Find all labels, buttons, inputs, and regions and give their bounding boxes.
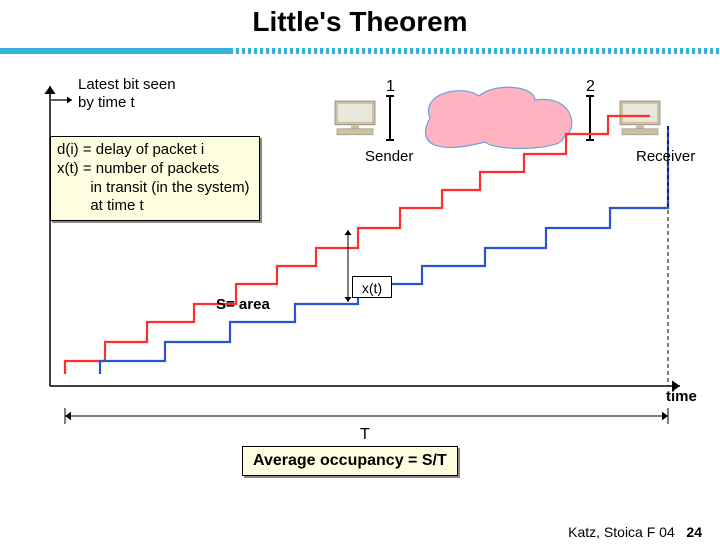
footer-credit: Katz, Stoica F 04 [568,524,675,540]
page-title: Little's Theorem [0,6,720,38]
label-xt: x(t) [352,276,392,298]
annotation-latest-bit: Latest bit seen by time t [78,76,176,112]
label-port-1: 1 [386,78,395,96]
label-port-2: 2 [586,78,595,96]
label-time: time [666,388,697,405]
annotation-definitions: d(i) = delay of packet i x(t) = number o… [50,136,260,221]
diagram-stage: d(i) = delay of packet i x(t) = number o… [0,56,720,546]
footer: Katz, Stoica F 04 24 [568,524,702,540]
title-rule [0,46,720,56]
formula-box: Average occupancy = S/T [242,446,458,476]
label-sender: Sender [365,148,413,165]
rule-hatch [230,48,720,54]
rule-solid [0,48,230,54]
footer-page: 24 [686,524,702,540]
label-s-area: S= area [216,296,270,313]
label-receiver: Receiver [636,148,695,165]
label-T: T [360,426,370,444]
